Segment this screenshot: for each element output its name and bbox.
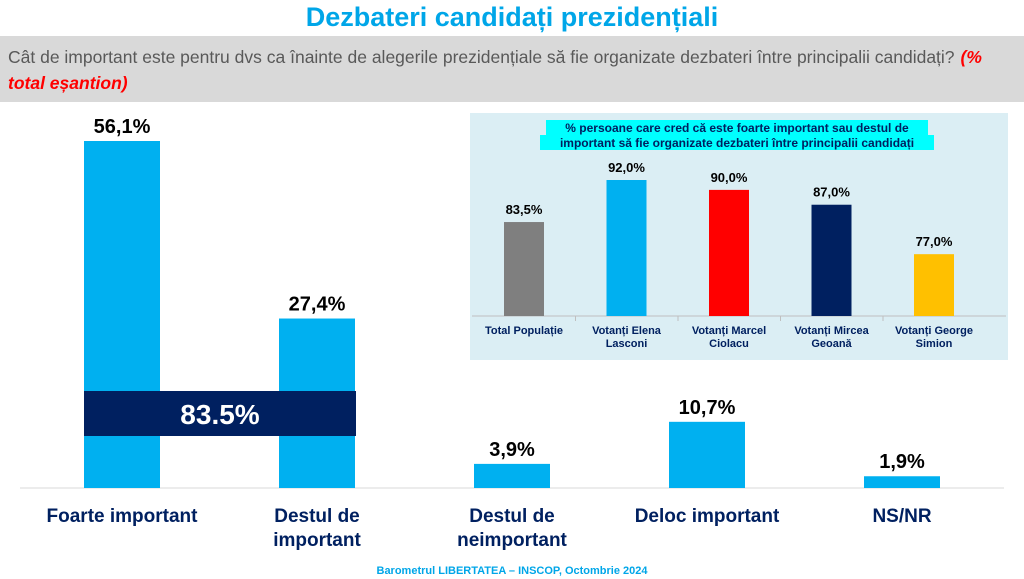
inset-value-label-4: 87,0% [813, 185, 850, 200]
question: Cât de important este pentru dvs ca înai… [8, 47, 955, 67]
bar-4 [669, 421, 745, 488]
inset-value-label-3: 90,0% [711, 170, 748, 185]
value-label-3: 3,9% [489, 439, 535, 461]
inset-title: % persoane care cred că este foarte impo… [560, 121, 914, 150]
category-label-1: Foarte important [47, 506, 199, 527]
value-label-1: 56,1% [94, 116, 151, 138]
inset-value-label-2: 92,0% [608, 160, 645, 175]
question-text: Cât de important este pentru dvs ca înai… [8, 44, 1008, 96]
category-label-3: Destul de neimportant [457, 506, 567, 551]
footer-source: Barometrul LIBERTATEA – INSCOP, Octombri… [376, 565, 648, 577]
inset-title-highlight-1 [546, 120, 928, 135]
question-box: Cât de important este pentru dvs ca înai… [0, 36, 1024, 102]
inset-title-highlight-2 [540, 135, 934, 150]
inset-bar-1 [504, 222, 544, 316]
inset-bar-5 [914, 254, 954, 316]
value-label-5: 1,9% [879, 451, 925, 473]
bar-5 [864, 476, 940, 488]
inset-category-label-2: Votanți Elena Lasconi [592, 325, 662, 350]
sample-note: (% total eșantion) [8, 47, 982, 93]
category-label-2: Destul de important [273, 506, 361, 551]
total-important-label: 83.5% [180, 399, 259, 430]
inset-bar-4 [811, 204, 852, 316]
category-label-4: Deloc important [635, 506, 780, 527]
page-title: Dezbateri candidați prezidențiali [305, 2, 719, 32]
value-label-2: 27,4% [289, 294, 346, 316]
total-important-band [84, 391, 356, 436]
bar-3 [474, 463, 550, 488]
inset-value-label-1: 83,5% [506, 202, 543, 217]
category-label-5: NS/NR [872, 506, 931, 527]
inset-category-label-1: Total Populație [485, 325, 563, 337]
inset-category-label-3: Votanți Marcel Ciolacu [692, 325, 766, 350]
inset-category-label-4: Votanți Mircea Geoană [794, 325, 869, 350]
inset-category-label-5: Votanți George Simion [895, 325, 973, 350]
inset-bar-2 [606, 180, 647, 316]
value-label-4: 10,7% [679, 397, 736, 419]
inset-bar-3 [709, 189, 749, 316]
inset-value-label-5: 77,0% [916, 234, 953, 249]
